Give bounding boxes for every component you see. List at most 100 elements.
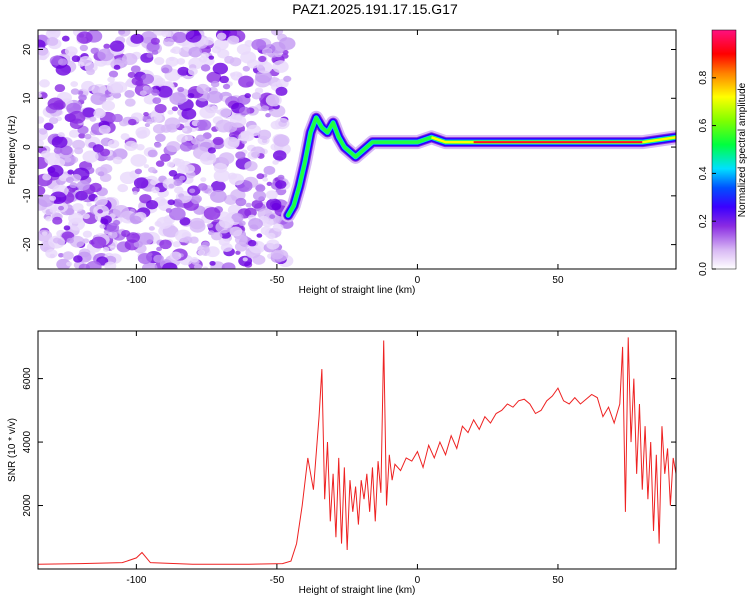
noise-blob xyxy=(120,133,130,141)
noise-blob xyxy=(150,37,160,45)
noise-blob xyxy=(112,204,130,218)
noise-blob xyxy=(70,88,80,95)
noise-blob xyxy=(218,216,235,229)
noise-blob xyxy=(160,64,173,74)
noise-blob xyxy=(234,234,248,245)
noise-blob xyxy=(244,160,258,172)
spectrogram-y-label: Frequency (Hz) xyxy=(7,116,18,185)
spectrogram-x-tick-label: 50 xyxy=(552,275,564,286)
noise-blob xyxy=(269,214,276,219)
noise-blob xyxy=(179,141,193,152)
noise-blob xyxy=(94,195,108,207)
noise-blob xyxy=(206,71,222,84)
spectrogram-x-tick-label: 0 xyxy=(415,275,421,286)
noise-blob xyxy=(170,48,176,54)
noise-blob xyxy=(275,86,288,96)
noise-blob xyxy=(242,257,248,262)
noise-blob xyxy=(130,215,142,225)
spectrogram-x-tick-label: -100 xyxy=(126,275,146,286)
noise-blob xyxy=(86,260,102,269)
colorbar-gradient xyxy=(711,29,737,270)
noise-blob xyxy=(152,97,162,104)
noise-blob xyxy=(118,30,126,35)
noise-blob xyxy=(78,133,86,139)
noise-blob xyxy=(283,75,292,83)
spectrogram-frame xyxy=(37,29,677,270)
noise-blob xyxy=(143,164,150,169)
colorbar: 0.0 0.2 0.4 0.6 0.8 Normalized spectral ampl… xyxy=(698,29,748,276)
noise-blob xyxy=(273,134,290,147)
noise-blob xyxy=(272,150,287,161)
noise-blob xyxy=(91,83,107,96)
noise-blob xyxy=(168,170,178,177)
noise-blob xyxy=(194,263,203,269)
noise-blob xyxy=(108,70,119,78)
noise-blob xyxy=(43,122,54,131)
noise-blob xyxy=(147,166,156,173)
noise-blob xyxy=(107,231,118,239)
noise-blob xyxy=(256,233,263,238)
noise-blob xyxy=(212,62,229,75)
noise-blob xyxy=(49,195,57,201)
noise-blob xyxy=(69,235,85,248)
noise-blob xyxy=(140,73,155,85)
noise-blob xyxy=(153,254,164,263)
noise-blob xyxy=(235,151,246,160)
noise-blob xyxy=(265,190,278,200)
noise-blob xyxy=(132,190,138,195)
ridge-band xyxy=(286,116,676,218)
noise-blob xyxy=(267,232,276,240)
noise-blob xyxy=(81,80,95,92)
spectrogram-y-tick-label: 20 xyxy=(22,44,33,56)
noise-blob xyxy=(238,75,254,88)
noise-blob xyxy=(270,249,284,260)
noise-blob xyxy=(165,208,173,213)
noise-blob xyxy=(147,252,153,257)
noise-blob xyxy=(71,55,81,63)
noise-blob xyxy=(69,187,76,193)
noise-blob xyxy=(84,133,92,140)
noise-blob xyxy=(248,218,263,230)
noise-blob xyxy=(196,83,210,94)
noise-blob xyxy=(97,171,105,177)
noise-blob xyxy=(218,152,235,165)
noise-blob xyxy=(130,154,147,167)
noise-blob xyxy=(55,63,71,76)
noise-blob xyxy=(130,65,141,73)
noise-blob xyxy=(57,58,68,66)
snr-x-tick-label: 50 xyxy=(552,575,564,586)
noise-blob xyxy=(219,75,229,84)
noise-blob xyxy=(45,30,61,40)
noise-blob xyxy=(151,49,159,55)
noise-blob xyxy=(258,55,267,63)
snr-x-tick-label: -50 xyxy=(270,575,285,586)
noise-blob xyxy=(38,116,45,124)
noise-blob xyxy=(183,236,193,244)
noise-blob xyxy=(224,55,235,64)
spectrogram-x-ticks: -100 -50 0 50 xyxy=(126,30,564,286)
noise-blob xyxy=(156,85,173,98)
noise-blob xyxy=(78,94,87,101)
noise-blob xyxy=(127,71,136,78)
noise-blob xyxy=(166,141,181,153)
spectrogram-y-tick-label: -10 xyxy=(22,188,33,203)
noise-blob xyxy=(121,53,138,66)
noise-blob xyxy=(90,47,100,55)
noise-blob xyxy=(82,150,99,163)
snr-x-tick-label: -100 xyxy=(126,575,146,586)
noise-blob xyxy=(79,44,89,52)
noise-blob xyxy=(179,217,191,226)
noise-blob xyxy=(165,81,174,88)
noise-blob xyxy=(58,253,64,258)
noise-blob xyxy=(124,140,138,152)
noise-blob xyxy=(190,256,199,263)
noise-blob xyxy=(187,93,195,99)
noise-blob xyxy=(112,156,123,165)
noise-blob xyxy=(99,148,111,157)
noise-blob xyxy=(189,188,196,194)
noise-blob xyxy=(177,86,185,93)
noise-blob xyxy=(151,186,160,194)
noise-blob xyxy=(100,215,112,224)
noise-blob xyxy=(272,159,279,165)
